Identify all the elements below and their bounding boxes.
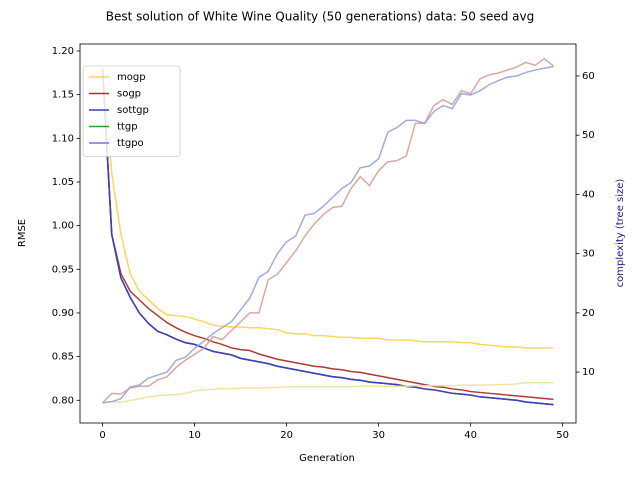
y-tick-label: 1.05 (52, 177, 74, 188)
legend-label: sogp (117, 89, 141, 100)
y2-tick-label: 60 (582, 71, 595, 82)
legend-label: ttgp (117, 122, 138, 133)
plot-frame (79, 43, 577, 424)
x-tick-label: 40 (464, 430, 477, 441)
legend-label: mogp (117, 72, 146, 83)
y-tick-label: 1.00 (52, 221, 74, 232)
y2-tick-label: 40 (582, 189, 595, 200)
x-tick-label: 20 (280, 430, 293, 441)
y-tick-label: 0.80 (52, 395, 74, 406)
series-line (102, 381, 554, 404)
legend-label: ttgpo (117, 138, 144, 149)
y-tick-label: 0.95 (52, 264, 74, 275)
y2-tick-label: 30 (582, 249, 595, 260)
x-tick-label: 30 (372, 430, 385, 441)
y2-tick-label: 10 (582, 367, 595, 378)
legend-box (82, 65, 181, 157)
y-tick-label: 0.85 (52, 352, 74, 363)
x-tick-label: 10 (188, 430, 201, 441)
y-tick-label: 1.20 (52, 46, 74, 57)
x-tick-label: 0 (99, 430, 105, 441)
x-axis-label: Generation (299, 453, 355, 464)
y-axis-label: RMSE (17, 219, 28, 247)
series-line (102, 57, 554, 404)
series-line (101, 68, 554, 406)
series-line (101, 68, 554, 401)
series-line (101, 68, 554, 349)
y-tick-label: 1.15 (52, 90, 74, 101)
y-tick-label: 1.10 (52, 133, 74, 144)
y2-tick-label: 20 (582, 308, 595, 319)
legend-label: sottgp (117, 105, 149, 116)
y-tick-label: 0.90 (52, 308, 74, 319)
x-tick-label: 50 (556, 430, 569, 441)
chart-title: Best solution of White Wine Quality (50 … (106, 10, 535, 24)
series-line (102, 65, 554, 404)
y2-tick-label: 50 (582, 130, 595, 141)
y2-axis-label: complexity (tree size) (615, 179, 626, 288)
